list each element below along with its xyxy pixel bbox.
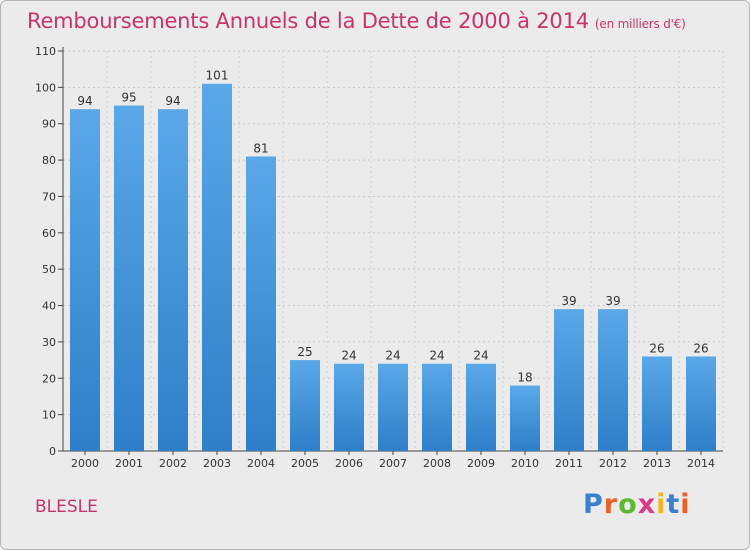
bar-2004 [246,156,276,452]
y-tick-label: 80 [42,154,56,167]
y-tick-label: 110 [35,45,56,58]
logo-letter: i [656,489,667,520]
data-label: 101 [206,69,229,83]
bar-2014 [686,356,716,451]
x-tick-label: 2012 [599,457,627,470]
bar-2010 [510,385,540,451]
bar-2013 [642,356,672,451]
y-tick-label: 100 [35,81,56,94]
bar-2009 [466,363,496,451]
commune-name: BLESLE [35,497,98,517]
bar-2002 [158,109,188,451]
x-tick-label: 2001 [115,457,143,470]
x-tick-label: 2010 [511,457,539,470]
data-label: 26 [693,341,708,355]
bar-2001 [114,105,144,451]
data-labels: 94 95 94 101 81 25 24 24 24 24 18 39 39 26 26 [77,69,708,385]
x-tick-label: 2000 [71,457,99,470]
y-tick-label: 90 [42,118,56,131]
y-tick-label: 40 [42,300,56,313]
x-tick-label: 2009 [467,457,495,470]
bar-2006 [334,363,364,451]
y-tick-label: 30 [42,336,56,349]
data-label: 24 [429,349,444,363]
logo-letter: t [666,489,681,520]
x-tick-label: 2006 [335,457,363,470]
chart-title-text: Remboursements Annuels de la Dette de 20… [27,9,589,33]
data-label: 39 [605,294,620,308]
data-label: 95 [121,91,136,105]
logo-letter: x [637,489,657,520]
data-label: 39 [561,294,576,308]
logo-letter: P [583,489,604,520]
bar-2005 [290,360,320,451]
proxiti-logo: Proxiti [583,489,691,520]
x-tick-label: 2002 [159,457,187,470]
x-tick-label: 2003 [203,457,231,470]
y-tick-label: 10 [42,409,56,422]
chart-title: Remboursements Annuels de la Dette de 20… [27,9,686,33]
x-tick-label: 2011 [555,457,583,470]
y-tick-label: 20 [42,372,56,385]
data-label: 18 [517,371,532,385]
x-tick-label: 2008 [423,457,451,470]
data-label: 24 [385,349,400,363]
bar-2008 [422,363,452,451]
bar-2003 [202,83,232,452]
y-tick-label: 0 [49,445,56,458]
bar-2000 [70,109,100,451]
x-tick-label: 2007 [379,457,407,470]
x-tick-label: 2005 [291,457,319,470]
chart-subtitle: (en milliers d'€) [594,17,686,31]
data-label: 24 [341,349,356,363]
data-label: 24 [473,349,488,363]
bars [70,83,716,452]
logo-letter: i [680,489,691,520]
data-label: 26 [649,341,664,355]
y-tick-label: 70 [42,190,56,203]
x-tick-label: 2013 [643,457,671,470]
bar-2012 [598,309,628,451]
data-label: 94 [165,94,180,108]
y-tick-label: 60 [42,227,56,240]
y-tick-label: 50 [42,263,56,276]
data-label: 25 [297,345,312,359]
logo-letter: o [618,489,638,520]
bar-2011 [554,309,584,451]
logo-letter: r [603,489,619,520]
bar-2007 [378,363,408,451]
data-label: 94 [77,94,92,108]
x-tick-label: 2004 [247,457,275,470]
x-tick-label: 2014 [687,457,715,470]
data-label: 81 [253,141,268,155]
